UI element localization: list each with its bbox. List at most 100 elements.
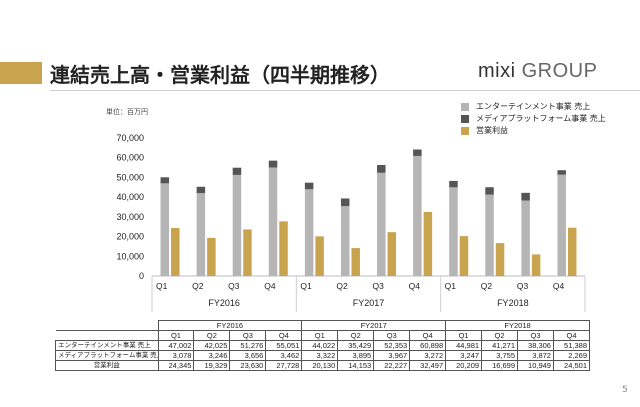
table-cell: 20,130	[301, 360, 339, 371]
y-tick-label: 20,000	[116, 232, 144, 242]
table-cell: 3,755	[481, 350, 519, 361]
x-tick-label: Q3	[373, 281, 385, 291]
bar-operating-profit	[315, 236, 324, 276]
table-quarter-header: Q2	[481, 330, 519, 341]
company-logo: mixi GROUP	[478, 60, 597, 83]
table-cell: 47,002	[157, 340, 195, 351]
legend-item-media-platform: メディアプラットフォーム事業 売上	[461, 113, 606, 125]
bar-media-platform	[160, 177, 170, 184]
y-tick-label: 10,000	[116, 251, 144, 261]
bar-media-platform	[268, 160, 278, 168]
table-cell: 27,728	[265, 360, 303, 371]
table-row-media-platform: メディアプラットフォーム事業 売上 3,078 3,246 3,656 3,46…	[55, 350, 591, 361]
legend-swatch-media-platform	[461, 115, 469, 123]
table-cell: 20,209	[445, 360, 483, 371]
x-group-label: FY2017	[353, 298, 385, 308]
table-quarter-header: Q1	[301, 330, 339, 341]
bar-media-platform	[449, 180, 458, 188]
table-cell: 55,051	[265, 340, 303, 351]
bar-entertainment	[304, 189, 314, 276]
bar-operating-profit	[495, 243, 505, 276]
bar-entertainment	[340, 206, 350, 276]
table-cell: 3,247	[445, 350, 483, 361]
data-table: FY2016 FY2017 FY2018 Q1 Q2 Q3 Q4 Q1 Q2 Q…	[55, 320, 591, 371]
x-group-label: FY2016	[208, 298, 240, 308]
bar-entertainment	[557, 174, 566, 276]
bar-entertainment	[160, 183, 170, 276]
bar-media-platform	[521, 192, 530, 201]
table-cell: 3,967	[373, 350, 411, 361]
table-year-header: FY2018	[445, 320, 590, 331]
bar-entertainment	[268, 167, 278, 276]
table-cell: 44,022	[301, 340, 339, 351]
bar-entertainment	[377, 172, 386, 276]
legend-label-entertainment: エンターテインメント事業 売上	[476, 102, 591, 111]
y-tick-label: 40,000	[116, 192, 144, 202]
table-cell: 2,269	[552, 350, 591, 361]
x-tick-label: Q2	[336, 281, 348, 291]
table-cell: 51,388	[552, 340, 591, 351]
bar-media-platform	[232, 167, 242, 175]
y-tick-label: 0	[139, 271, 144, 281]
table-cell: 32,497	[409, 360, 447, 371]
table-corner	[55, 330, 159, 341]
table-cell: 3,322	[301, 350, 339, 361]
bar-entertainment	[196, 193, 206, 276]
table-row-entertainment: エンターテインメント事業 売上 47,002 42,025 51,276 55,…	[55, 340, 591, 351]
x-tick-label: Q1	[156, 281, 168, 291]
y-tick-label: 30,000	[116, 212, 144, 222]
table-cell: 35,429	[337, 340, 375, 351]
table-quarter-header: Q4	[265, 330, 303, 341]
x-tick-label: Q1	[445, 281, 457, 291]
table-row-label: 営業利益	[55, 360, 159, 371]
bar-operating-profit	[351, 248, 360, 276]
table-cell: 3,462	[265, 350, 303, 361]
x-group-label: FY2018	[497, 298, 529, 308]
table-quarter-header: Q2	[337, 330, 375, 341]
bar-media-platform	[413, 149, 422, 156]
table-quarter-header: Q4	[409, 330, 447, 341]
bar-media-platform	[340, 198, 350, 207]
bar-operating-profit	[279, 221, 288, 276]
x-tick-label: Q4	[264, 281, 276, 291]
chart-legend: エンターテインメント事業 売上 メディアプラットフォーム事業 売上 営業利益	[461, 101, 606, 137]
table-cell: 51,276	[229, 340, 267, 351]
table-quarter-row: Q1 Q2 Q3 Q4 Q1 Q2 Q3 Q4 Q1 Q2 Q3 Q4	[55, 330, 591, 341]
slide-title: 連結売上高・営業利益（四半期推移）	[50, 63, 390, 87]
table-quarter-header: Q3	[229, 330, 267, 341]
y-tick-label: 60,000	[116, 153, 144, 163]
bar-media-platform	[557, 170, 566, 175]
table-year-header: FY2016	[157, 320, 303, 331]
logo-sub-text: GROUP	[521, 60, 598, 82]
bar-entertainment	[413, 155, 422, 276]
table-cell: 3,656	[229, 350, 267, 361]
bar-operating-profit	[171, 228, 180, 276]
table-cell: 42,025	[193, 340, 231, 351]
bar-operating-profit	[243, 229, 252, 276]
legend-label-media-platform: メディアプラットフォーム事業 売上	[476, 114, 606, 123]
x-tick-label: Q1	[300, 281, 312, 291]
table-row-label: エンターテインメント事業 売上	[55, 340, 159, 351]
title-accent-bar	[0, 62, 42, 84]
table-cell: 3,078	[157, 350, 195, 361]
bar-media-platform	[485, 187, 494, 195]
table-row-label: メディアプラットフォーム事業 売上	[55, 350, 159, 361]
table-cell: 3,895	[337, 350, 375, 361]
table-year-row: FY2016 FY2017 FY2018	[55, 320, 590, 331]
table-corner	[55, 320, 159, 331]
unit-label: 単位：百万円	[106, 108, 148, 116]
x-tick-label: Q4	[553, 281, 565, 291]
bar-media-platform	[304, 182, 314, 190]
legend-swatch-operating-profit	[461, 127, 469, 135]
table-cell: 3,272	[409, 350, 447, 361]
bar-operating-profit	[423, 211, 433, 276]
y-tick-label: 70,000	[116, 133, 144, 143]
table-cell: 24,345	[157, 360, 195, 371]
bar-entertainment	[485, 194, 494, 276]
bar-entertainment	[449, 187, 458, 276]
legend-label-operating-profit: 営業利益	[476, 126, 508, 135]
table-quarter-header: Q2	[193, 330, 231, 341]
bar-media-platform	[196, 186, 206, 194]
table-cell: 23,630	[229, 360, 267, 371]
table-cell: 3,246	[193, 350, 231, 361]
